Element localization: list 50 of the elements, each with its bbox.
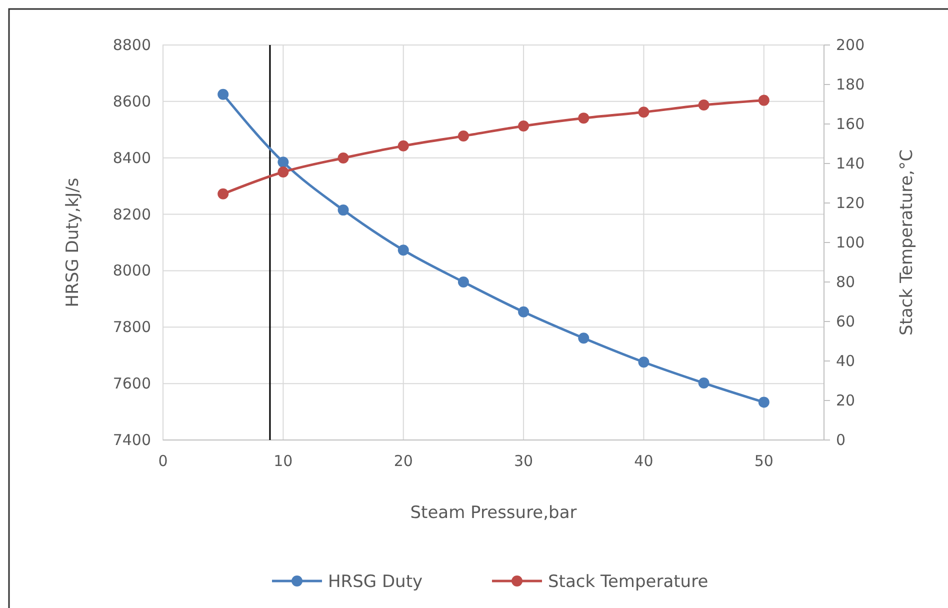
y2-tick-label: 80: [836, 273, 856, 291]
y-tick-label: 8800: [112, 36, 151, 54]
y2-tick-label: 40: [836, 352, 856, 370]
x-tick-label: 0: [158, 452, 168, 470]
y-tick-label: 8400: [112, 148, 151, 167]
point: [638, 356, 650, 368]
point: [698, 378, 710, 389]
x-tick-label: 50: [754, 452, 774, 470]
y-tick-label: 7800: [112, 318, 151, 336]
y2-tick-label: 60: [836, 312, 856, 330]
point: [398, 140, 409, 152]
y2-tick-label: 120: [836, 194, 865, 212]
point: [578, 112, 590, 124]
point: [278, 166, 289, 178]
point: [278, 156, 289, 168]
y2-tick-label: 100: [836, 234, 865, 252]
point: [338, 204, 349, 216]
point: [638, 106, 650, 118]
point: [518, 120, 530, 132]
y2-axis-title: Stack Temperature,°C: [897, 150, 917, 336]
point: [758, 94, 770, 106]
y-axis-title: HRSG Duty,kJ/s: [63, 178, 83, 308]
point: [458, 130, 469, 142]
y-tick-label: 8600: [112, 92, 151, 110]
point: [698, 100, 710, 111]
x-axis-title: Steam Pressure,bar: [410, 503, 577, 523]
y2-tick-label: 140: [836, 154, 865, 172]
point: [518, 306, 530, 318]
y2-tick-label: 20: [836, 392, 856, 410]
y-tick-label: 8200: [112, 205, 151, 224]
y2-tick-label: 180: [836, 76, 865, 94]
x-tick-label: 20: [394, 452, 413, 470]
y-tick-label: 7400: [112, 431, 151, 449]
y-tick-label: 8000: [112, 262, 151, 280]
x-tick-label: 40: [634, 452, 654, 470]
y2-tick-label: 0: [836, 431, 846, 449]
point: [338, 152, 349, 164]
point: [218, 88, 229, 100]
x-tick-label: 30: [514, 452, 534, 470]
y-tick-label: 7600: [112, 374, 151, 393]
point: [218, 188, 229, 200]
point: [578, 332, 590, 344]
y2-tick-label: 160: [836, 115, 865, 133]
point: [458, 276, 469, 288]
legend-label: Stack Temperature: [548, 572, 708, 592]
y2-tick-label: 200: [836, 36, 865, 54]
legend-label: HRSG Duty: [328, 572, 423, 592]
point: [398, 244, 409, 256]
x-tick-label: 10: [274, 452, 293, 470]
point: [758, 396, 770, 408]
